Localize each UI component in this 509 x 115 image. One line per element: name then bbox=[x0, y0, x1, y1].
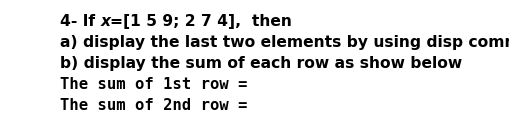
Text: x: x bbox=[100, 14, 110, 29]
Text: a) display the last two elements by using disp command: a) display the last two elements by usin… bbox=[60, 35, 509, 50]
Text: b) display the sum of each row as show below: b) display the sum of each row as show b… bbox=[60, 56, 462, 70]
Text: The sum of 1st row =: The sum of 1st row = bbox=[60, 76, 247, 91]
Text: 4- If: 4- If bbox=[60, 14, 100, 29]
Text: The sum of 2nd row =: The sum of 2nd row = bbox=[60, 97, 247, 112]
Text: =[1 5 9; 2 7 4],  then: =[1 5 9; 2 7 4], then bbox=[110, 14, 292, 29]
